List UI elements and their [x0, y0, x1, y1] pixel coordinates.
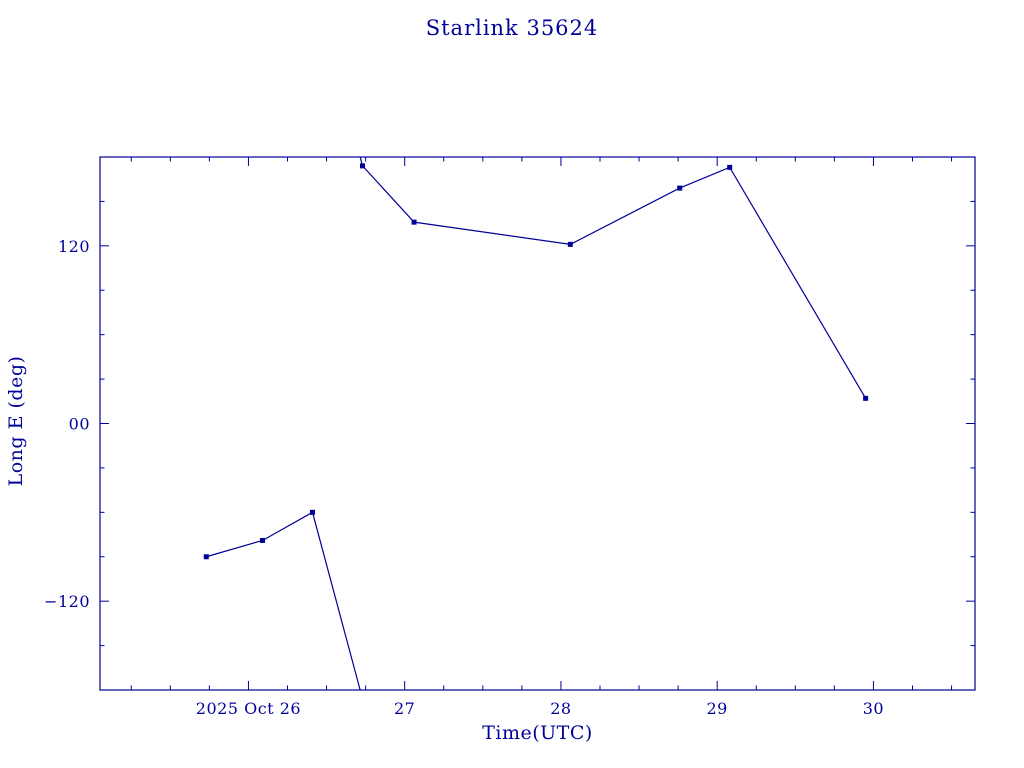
- data-point-marker: [310, 509, 315, 515]
- x-axis-label: Time(UTC): [482, 722, 593, 744]
- x-tick-label: 30: [863, 699, 884, 718]
- data-point-marker: [677, 185, 683, 191]
- series-line: [206, 511, 361, 691]
- y-tick-label: −120: [44, 592, 90, 611]
- y-tick-label: 00: [69, 415, 90, 434]
- data-point-marker: [360, 163, 365, 169]
- data-point-marker: [567, 241, 573, 247]
- x-tick-label: 2025 Oct 26: [196, 699, 301, 718]
- x-tick-label: 29: [707, 699, 728, 718]
- plot-frame: [99, 156, 976, 691]
- data-point-marker: [203, 554, 209, 560]
- data-point-marker: [411, 219, 417, 225]
- y-axis-label: Long E (deg): [5, 355, 27, 487]
- data-point-marker: [863, 395, 869, 401]
- chart-title: Starlink 35624: [425, 16, 599, 40]
- y-tick-label: 120: [58, 237, 90, 256]
- data-point-marker: [260, 537, 265, 543]
- series-line: [359, 156, 867, 399]
- data-point-marker: [727, 164, 733, 170]
- x-tick-label: 27: [394, 699, 415, 718]
- x-tick-label: 28: [550, 699, 571, 718]
